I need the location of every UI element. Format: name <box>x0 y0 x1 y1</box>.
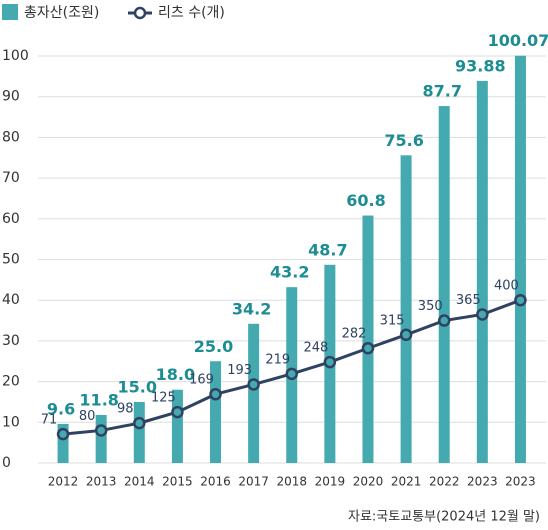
line-value-label: 193 <box>227 363 252 378</box>
y-tick-label: 100 <box>2 48 29 64</box>
y-tick-label: 30 <box>2 333 20 349</box>
bar <box>95 414 107 463</box>
bar-value-label: 100.07 <box>488 31 548 50</box>
line-value-label: 365 <box>456 293 481 308</box>
x-tick-label: 2016 <box>200 475 231 489</box>
bar-value-label: 15.0 <box>118 377 157 396</box>
y-tick-label: 20 <box>2 374 20 390</box>
line-value-label: 282 <box>342 327 367 342</box>
line-value-label: 80 <box>79 409 96 424</box>
bar <box>133 401 145 463</box>
bar-value-label: 34.2 <box>232 299 271 318</box>
bar <box>476 80 488 464</box>
x-tick-label: 2012 <box>48 475 79 489</box>
x-tick-label: 2019 <box>315 475 346 489</box>
line-point <box>323 355 337 369</box>
bar <box>514 55 526 464</box>
legend-swatch <box>2 4 18 20</box>
bar <box>362 215 374 463</box>
x-tick-label: 2022 <box>429 475 460 489</box>
line-point <box>171 405 184 419</box>
line-value-label: 71 <box>41 413 58 428</box>
line-point <box>437 314 451 327</box>
bar <box>248 323 260 463</box>
bar <box>171 389 183 463</box>
bar <box>57 423 69 463</box>
line-value-label: 248 <box>303 341 328 356</box>
line-value-label: 350 <box>418 299 443 314</box>
x-tick-label: 2013 <box>86 475 117 489</box>
bar-value-label: 43.2 <box>270 263 309 282</box>
bar-value-label: 48.7 <box>308 240 347 259</box>
line-point <box>56 427 70 441</box>
y-tick-label: 40 <box>2 292 20 308</box>
x-tick-label: 2021 <box>391 475 422 489</box>
source-note: 자료:국토교통부(2024년 12월 말) <box>348 510 540 525</box>
line-value-label: 125 <box>151 391 176 406</box>
bar-value-label: 60.8 <box>346 191 385 210</box>
line-point <box>209 387 222 401</box>
y-tick-label: 70 <box>2 170 20 186</box>
bar <box>210 361 222 463</box>
bar <box>400 155 412 464</box>
line-point <box>399 328 413 342</box>
bar-value-label: 93.88 <box>455 56 506 75</box>
line-value-label: 315 <box>380 313 405 328</box>
bar <box>438 106 450 463</box>
y-tick-label: 50 <box>2 252 20 268</box>
line-point <box>514 293 527 307</box>
x-tick-label: 2023 <box>467 475 498 489</box>
x-tick-label: 2015 <box>162 475 193 489</box>
legend-label: 총자산(조원) <box>24 5 99 21</box>
y-tick-label: 80 <box>2 129 20 145</box>
line-value-label: 98 <box>117 402 134 417</box>
line-point <box>476 308 489 321</box>
line-point <box>285 367 298 381</box>
x-tick-label: 2017 <box>238 475 269 489</box>
line-point <box>247 378 260 391</box>
line-point <box>133 416 146 430</box>
line-value-label: 400 <box>494 279 519 294</box>
y-tick-label: 60 <box>2 211 20 227</box>
line-value-label: 219 <box>265 352 290 367</box>
bar-value-label: 11.8 <box>79 390 118 409</box>
bar-value-label: 9.6 <box>47 399 75 418</box>
x-tick-label: 2020 <box>353 475 384 489</box>
x-tick-label: 2023 <box>505 475 536 489</box>
y-tick-label: 0 <box>2 455 11 471</box>
y-tick-label: 90 <box>2 89 20 105</box>
x-tick-label: 2014 <box>124 475 155 489</box>
bar-value-label: 18.0 <box>156 365 195 384</box>
line-point <box>94 424 108 437</box>
bar-value-label: 25.0 <box>194 337 233 356</box>
legend-marker <box>133 6 147 20</box>
line-point <box>361 341 375 355</box>
bar-value-label: 87.7 <box>422 82 461 101</box>
x-tick-label: 2018 <box>276 475 307 489</box>
y-tick-label: 10 <box>2 414 20 430</box>
legend-label: 리츠 수(개) <box>158 5 225 21</box>
line-value-label: 169 <box>189 373 214 388</box>
bar-value-label: 75.6 <box>384 131 423 150</box>
